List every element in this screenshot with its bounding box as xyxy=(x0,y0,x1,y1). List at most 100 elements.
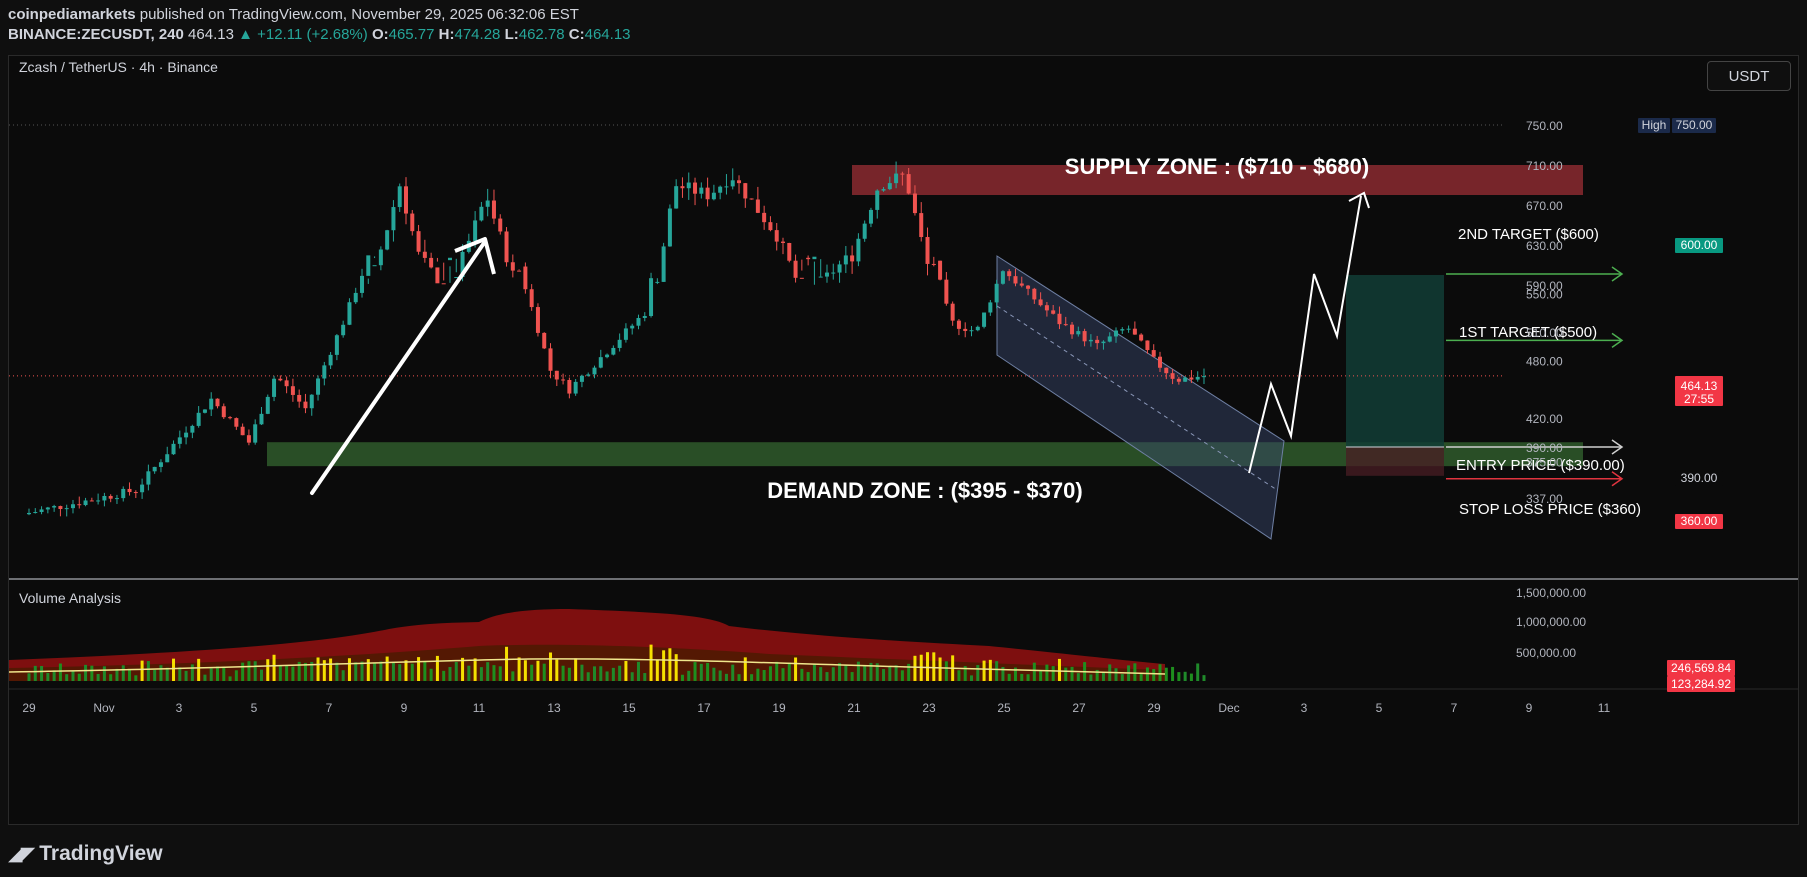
volume-bar xyxy=(806,672,810,681)
currency-button[interactable]: USDT xyxy=(1707,61,1791,91)
volume-bar xyxy=(988,659,992,681)
candle-body xyxy=(655,281,660,283)
time-tick: 5 xyxy=(1376,701,1383,715)
volume-bar xyxy=(970,675,973,681)
candle-body xyxy=(121,488,126,499)
time-tick: 5 xyxy=(251,701,258,715)
volume-bar xyxy=(856,661,860,681)
volume-bar xyxy=(680,674,684,681)
volume-bar xyxy=(442,670,446,681)
volume-bar xyxy=(234,670,238,681)
volume-bar xyxy=(467,665,471,681)
price-tick: 670.00 xyxy=(1526,199,1563,213)
candle-body xyxy=(33,512,38,514)
candle-body xyxy=(290,386,295,395)
volume-bar xyxy=(46,672,50,681)
volume-bar xyxy=(662,650,666,681)
zones-layer xyxy=(267,165,1583,540)
volume-bar xyxy=(944,661,948,681)
volume-bar xyxy=(593,666,596,681)
time-tick: 27 xyxy=(1072,701,1086,715)
candle-body xyxy=(454,277,459,279)
candle-body xyxy=(140,484,145,493)
volume-bar xyxy=(1057,658,1061,681)
volume-bar xyxy=(630,672,634,681)
candle-body xyxy=(693,182,698,194)
publisher-name[interactable]: coinpediamarkets xyxy=(8,6,136,23)
volume-bar xyxy=(655,659,659,681)
candle-body xyxy=(567,379,572,394)
candle-body xyxy=(806,257,811,260)
candle-body xyxy=(1019,283,1024,286)
candle-body xyxy=(96,500,101,502)
volume-bar xyxy=(932,652,936,681)
time-axis[interactable]: 29 Nov 3 5 7 9 11 13 15 17 19 21 23 25 27 29 Dec 3 5 7 9 11 xyxy=(22,701,1610,715)
volume-bar xyxy=(1196,663,1200,681)
entry-label: ENTRY PRICE ($390.00) xyxy=(1456,457,1625,474)
volume-bar xyxy=(517,657,521,681)
candle-body xyxy=(1120,329,1125,331)
candle-body xyxy=(1026,285,1031,289)
high-badge-label: High xyxy=(1642,118,1667,132)
volume-bar xyxy=(762,670,766,681)
volume-bar xyxy=(278,665,282,681)
volume-bar xyxy=(84,664,88,681)
volume-bar xyxy=(341,670,345,681)
price-tick: 510.00 xyxy=(1526,326,1563,340)
volume-bar xyxy=(511,671,515,681)
volume-bar xyxy=(643,673,647,681)
volume-bar xyxy=(272,654,276,681)
candle-body xyxy=(228,417,233,419)
candle-body xyxy=(529,289,534,308)
chart-pane[interactable]: SUPPLY ZONE : ($710 - $680) DEMAND ZONE … xyxy=(8,55,1799,825)
candle-body xyxy=(831,272,836,274)
candle-body xyxy=(649,278,654,316)
candle-body xyxy=(1000,271,1005,284)
candle-body xyxy=(1189,377,1194,380)
symbol-label: BINANCE:ZECUSDT, 240 xyxy=(8,26,184,43)
candle-body xyxy=(102,495,107,501)
volume-bar xyxy=(473,658,477,681)
candle-body xyxy=(1145,340,1150,351)
volume-bar xyxy=(1045,664,1049,681)
volume-bar xyxy=(1076,673,1080,681)
candle-body xyxy=(83,500,88,506)
candle-body xyxy=(447,257,452,261)
stop-badge: 360.00 xyxy=(1681,514,1718,528)
candle-body xyxy=(944,279,949,304)
candle-body xyxy=(699,187,704,194)
candle-body xyxy=(887,183,892,190)
supply-zone xyxy=(852,165,1583,195)
candle-body xyxy=(969,330,974,332)
candle-body xyxy=(297,394,302,402)
target2-label: 2ND TARGET ($600) xyxy=(1458,226,1599,243)
candle-body xyxy=(579,375,584,382)
volume-bar xyxy=(882,669,886,681)
volume-bar xyxy=(794,657,798,681)
time-tick: 13 xyxy=(547,701,561,715)
high-label: H: xyxy=(438,26,455,43)
time-tick: 11 xyxy=(473,701,486,715)
candle-body xyxy=(360,275,365,293)
volume-bar xyxy=(109,674,113,681)
candle-body xyxy=(52,506,57,508)
candle-body xyxy=(592,367,597,375)
volume-bar xyxy=(1171,666,1175,681)
demand-zone-label: DEMAND ZONE : ($395 - $370) xyxy=(767,478,1082,503)
supply-zone-label: SUPPLY ZONE : ($710 - $680) xyxy=(1065,154,1369,179)
uptrend-arrow-shaft xyxy=(310,241,486,495)
time-tick: 7 xyxy=(326,701,333,715)
chart-canvas[interactable]: SUPPLY ZONE : ($710 - $680) DEMAND ZONE … xyxy=(9,56,1798,824)
candle-body xyxy=(45,507,50,510)
candle-body xyxy=(661,246,666,282)
entry-arrow xyxy=(1611,439,1624,455)
volume-bar xyxy=(718,670,722,681)
price-tick: 750.00 xyxy=(1526,119,1563,133)
candle-body xyxy=(1132,328,1137,335)
candle-body xyxy=(950,303,955,321)
volume-bar xyxy=(1007,673,1011,681)
target2-arrow xyxy=(1611,266,1624,282)
candle-body xyxy=(1126,328,1131,330)
tradingview-logo[interactable]: ◢◤ TradingView xyxy=(8,842,163,866)
